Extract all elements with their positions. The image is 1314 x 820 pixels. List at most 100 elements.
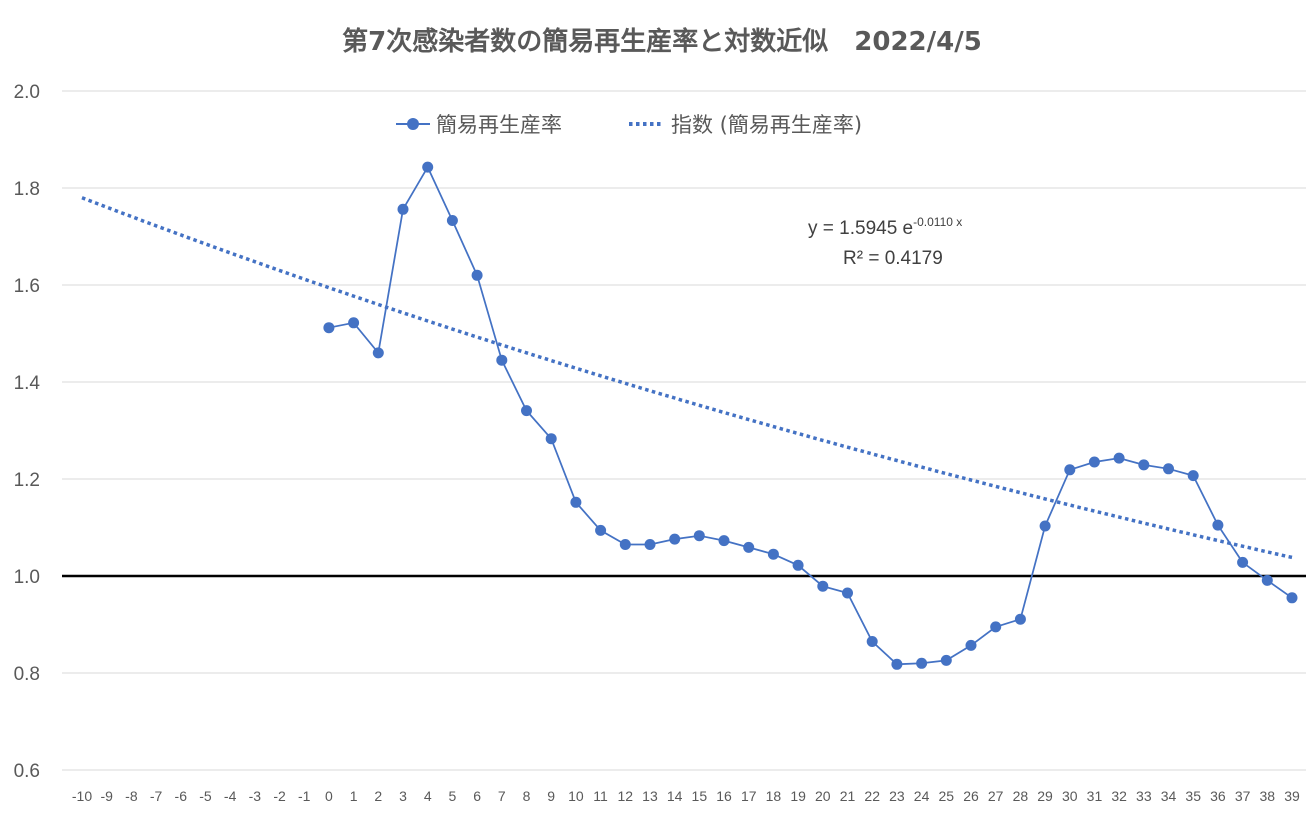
x-tick-label: 17 <box>741 788 757 804</box>
x-tick-label: 34 <box>1161 788 1177 804</box>
y-tick-label: 0.8 <box>14 664 40 685</box>
data-point <box>965 639 977 651</box>
data-point <box>471 269 483 281</box>
trend-equation: y = 1.5945 e-0.0110 x <box>808 215 962 239</box>
x-tick-label: 21 <box>840 788 856 804</box>
data-point <box>1088 456 1100 468</box>
x-tick-label: -7 <box>150 788 163 804</box>
legend-entry-trendline: 指数 (簡易再生産率) <box>629 113 862 137</box>
x-tick-label: 7 <box>498 788 506 804</box>
trend-equation-exponent: -0.0110 x <box>913 215 962 229</box>
y-tick-label: 1.0 <box>14 567 40 588</box>
data-point <box>891 658 903 670</box>
x-tick-label: 30 <box>1062 788 1078 804</box>
trend-r-squared: R² = 0.4179 <box>843 248 943 269</box>
x-tick-label: 26 <box>963 788 979 804</box>
x-tick-label: 3 <box>399 788 407 804</box>
data-point <box>916 657 928 669</box>
data-point <box>545 433 557 445</box>
x-tick-label: 38 <box>1260 788 1276 804</box>
data-point <box>1039 520 1051 532</box>
y-tick-label: 1.8 <box>14 179 40 200</box>
data-point <box>1237 556 1249 568</box>
data-point <box>1138 459 1150 471</box>
y-tick-label: 1.2 <box>14 470 40 491</box>
x-tick-label: 10 <box>568 788 584 804</box>
legend-series-marker <box>407 118 419 130</box>
data-point <box>446 215 458 226</box>
x-tick-label: -1 <box>298 788 311 804</box>
trendline-layer <box>81 196 1293 560</box>
x-tick-label: 33 <box>1136 788 1152 804</box>
legend-series-label: 簡易再生産率 <box>436 113 562 137</box>
x-tick-label: 32 <box>1111 788 1127 804</box>
x-tick-label: 24 <box>914 788 930 804</box>
x-tick-label: 15 <box>692 788 708 804</box>
x-tick-label: -10 <box>72 788 92 804</box>
x-tick-label: -6 <box>175 788 188 804</box>
x-tick-label: 4 <box>424 788 432 804</box>
data-point <box>817 580 829 592</box>
data-point <box>397 203 409 215</box>
data-point <box>718 535 730 547</box>
x-tick-label: 27 <box>988 788 1004 804</box>
x-tick-label: 14 <box>667 788 683 804</box>
y-axis-ticks: 0.6 0.8 1.0 1.2 1.4 1.6 1.8 2.0 <box>14 82 41 782</box>
legend: 簡易再生産率 指数 (簡易再生産率) <box>396 113 862 137</box>
data-point <box>521 405 532 417</box>
x-tick-label: 5 <box>449 788 457 804</box>
y-tick-label: 2.0 <box>14 82 40 103</box>
x-tick-label: -3 <box>249 788 262 804</box>
x-tick-label: 25 <box>938 788 954 804</box>
data-point <box>866 636 878 647</box>
x-tick-label: 12 <box>617 788 633 804</box>
gridlines <box>62 90 1306 771</box>
data-point <box>792 559 804 571</box>
data-point <box>372 347 384 359</box>
x-tick-label: 29 <box>1037 788 1053 804</box>
legend-entry-series: 簡易再生産率 <box>396 113 562 137</box>
x-tick-label: -4 <box>224 788 237 804</box>
x-tick-label: 1 <box>350 788 358 804</box>
data-point <box>644 539 656 550</box>
x-tick-label: 22 <box>864 788 880 804</box>
x-tick-label: 16 <box>716 788 732 804</box>
data-point <box>669 533 681 545</box>
data-point <box>619 539 631 550</box>
x-tick-label: 20 <box>815 788 831 804</box>
x-tick-label: 6 <box>473 788 481 804</box>
x-tick-label: 35 <box>1185 788 1201 804</box>
x-tick-label: 23 <box>889 788 905 804</box>
trendline <box>81 196 1293 560</box>
data-point <box>496 354 508 366</box>
x-tick-label: 28 <box>1013 788 1029 804</box>
chart-title: 第7次感染者数の簡易再生産率と対数近似 2022/4/5 <box>342 26 982 57</box>
x-tick-label: -5 <box>199 788 212 804</box>
data-point <box>348 317 360 329</box>
data-point <box>570 496 582 508</box>
x-tick-label: 18 <box>766 788 782 804</box>
data-point <box>595 524 607 536</box>
x-tick-label: 19 <box>790 788 806 804</box>
series-layer <box>323 161 1298 670</box>
x-tick-label: 31 <box>1087 788 1103 804</box>
data-point <box>1163 463 1174 475</box>
data-point <box>323 322 335 334</box>
x-tick-label: 39 <box>1284 788 1300 804</box>
x-tick-label: 2 <box>374 788 382 804</box>
trend-equation-base: y = 1.5945 e <box>808 218 913 239</box>
data-point <box>693 530 705 542</box>
y-tick-label: 1.4 <box>14 373 41 394</box>
series-line <box>328 165 1293 666</box>
data-point <box>743 541 755 553</box>
data-point <box>990 621 1002 633</box>
x-tick-label: 36 <box>1210 788 1226 804</box>
data-point <box>767 548 779 560</box>
x-tick-label: -9 <box>100 788 113 804</box>
x-tick-label: 13 <box>642 788 658 804</box>
data-point <box>1113 452 1125 464</box>
data-point <box>1064 464 1076 476</box>
x-tick-label: 9 <box>547 788 555 804</box>
x-tick-label: 8 <box>523 788 531 804</box>
